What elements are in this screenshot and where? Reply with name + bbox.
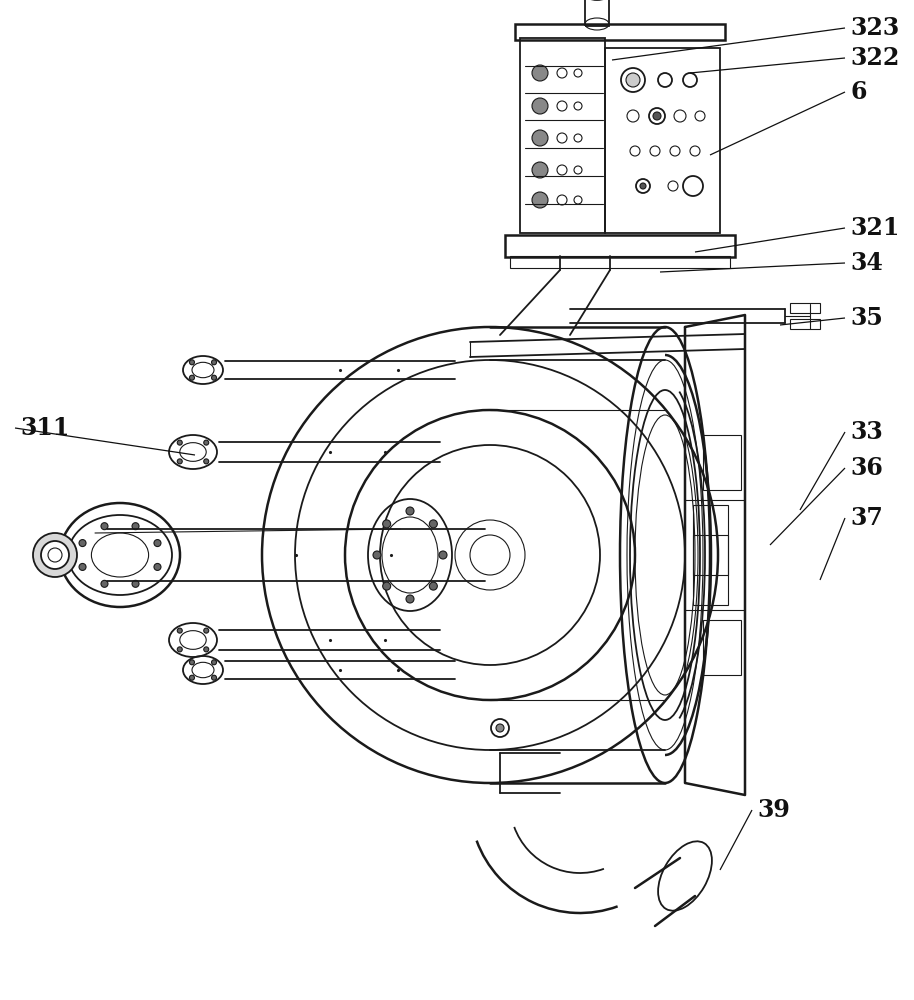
Text: 321: 321 <box>850 216 899 240</box>
Bar <box>693 505 728 575</box>
Circle shape <box>177 459 182 464</box>
Circle shape <box>79 563 86 570</box>
Circle shape <box>653 112 661 120</box>
Text: 322: 322 <box>850 46 899 70</box>
Circle shape <box>640 183 646 189</box>
Circle shape <box>430 520 437 528</box>
Circle shape <box>204 440 208 445</box>
Circle shape <box>532 65 548 81</box>
Circle shape <box>406 507 414 515</box>
Circle shape <box>204 628 208 633</box>
Circle shape <box>532 130 548 146</box>
Bar <box>585 0 609 26</box>
Bar <box>605 48 720 233</box>
Circle shape <box>154 540 161 547</box>
Circle shape <box>101 523 108 530</box>
Circle shape <box>211 660 217 665</box>
Circle shape <box>383 582 390 590</box>
Text: 36: 36 <box>850 456 883 480</box>
Text: 37: 37 <box>850 506 883 530</box>
Bar <box>790 319 820 329</box>
Bar <box>515 24 725 40</box>
Text: 35: 35 <box>850 306 883 330</box>
Bar <box>703 620 741 675</box>
Circle shape <box>189 675 195 680</box>
Bar <box>510 256 730 268</box>
Circle shape <box>132 523 139 530</box>
Text: 34: 34 <box>850 251 883 275</box>
Circle shape <box>439 551 447 559</box>
Text: 311: 311 <box>20 416 69 440</box>
Circle shape <box>154 563 161 570</box>
Circle shape <box>204 459 208 464</box>
Circle shape <box>79 540 86 547</box>
Circle shape <box>383 520 390 528</box>
Circle shape <box>406 595 414 603</box>
Circle shape <box>177 628 182 633</box>
Bar <box>693 535 728 605</box>
Text: 33: 33 <box>850 420 883 444</box>
Circle shape <box>430 582 437 590</box>
Circle shape <box>177 440 182 445</box>
Circle shape <box>211 675 217 680</box>
Text: 323: 323 <box>850 16 899 40</box>
Circle shape <box>189 375 195 380</box>
Bar <box>790 303 820 313</box>
Bar <box>520 38 605 233</box>
Circle shape <box>33 533 77 577</box>
Circle shape <box>626 73 640 87</box>
Circle shape <box>211 375 217 380</box>
Circle shape <box>373 551 381 559</box>
Bar <box>703 435 741 490</box>
Circle shape <box>211 360 217 365</box>
Circle shape <box>532 98 548 114</box>
Bar <box>505 235 735 257</box>
Text: 39: 39 <box>757 798 790 822</box>
Circle shape <box>532 192 548 208</box>
Circle shape <box>189 360 195 365</box>
Circle shape <box>101 580 108 587</box>
Circle shape <box>177 647 182 652</box>
Circle shape <box>41 541 69 569</box>
Circle shape <box>532 162 548 178</box>
Circle shape <box>189 660 195 665</box>
Text: 6: 6 <box>850 80 866 104</box>
Circle shape <box>496 724 504 732</box>
Circle shape <box>132 580 139 587</box>
Circle shape <box>204 647 208 652</box>
